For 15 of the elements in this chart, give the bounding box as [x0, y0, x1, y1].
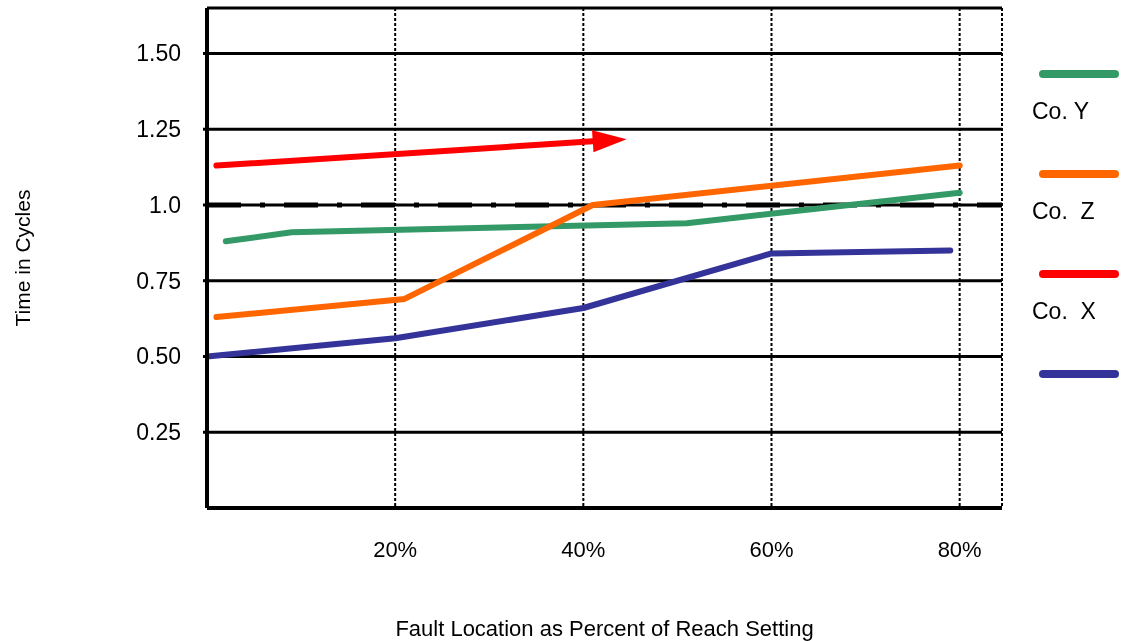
legend-label: Co. Z [1032, 198, 1095, 224]
y-tick-label: 1.50 [136, 40, 181, 67]
y-tick-label: 1.25 [136, 116, 181, 143]
legend-label: Co. X [1032, 298, 1096, 324]
y-tick-label: 1.0 [149, 191, 181, 218]
x-tick-label: 40% [561, 536, 606, 562]
x-axis-title: Fault Location as Percent of Reach Setting [395, 615, 814, 641]
x-tick-label: 60% [749, 536, 794, 562]
x-tick-label: 20% [373, 536, 418, 562]
y-axis-title: Time in Cycles [10, 189, 34, 327]
y-tick-label: 0.25 [136, 419, 181, 446]
legend-label: Co. Y [1032, 98, 1090, 124]
x-tick-label: 80% [937, 536, 982, 562]
y-tick-label: 0.75 [136, 267, 181, 294]
y-tick-label: 0.50 [136, 343, 181, 370]
